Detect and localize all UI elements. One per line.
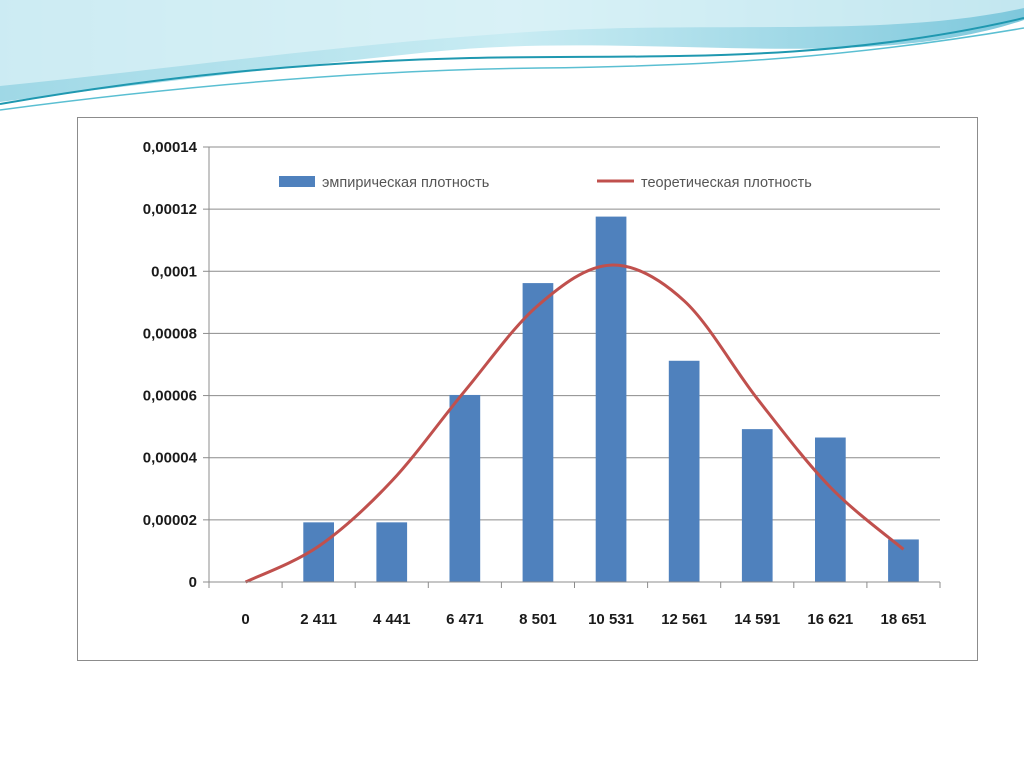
axes <box>208 147 941 588</box>
legend-swatch-empirical <box>279 176 315 187</box>
y-tick-label: 0 <box>189 574 197 591</box>
legend: эмпирическая плотность теоретическая пло… <box>279 175 812 191</box>
x-tick-label: 10 531 <box>588 611 634 628</box>
bar <box>814 437 846 582</box>
bar <box>888 539 919 582</box>
x-tick-label: 2 411 <box>300 611 337 628</box>
bar <box>668 360 700 582</box>
line-layer <box>244 263 905 584</box>
x-tick-label: 4 441 <box>373 611 411 628</box>
y-tick-label: 0,0001 <box>151 263 197 280</box>
gridlines <box>203 146 940 583</box>
bar <box>741 429 773 582</box>
y-tick-label: 0,00004 <box>143 450 198 467</box>
bar <box>449 394 481 582</box>
x-tick-labels: 0 2 411 4 441 6 471 8 501 10 531 12 561 14 591 1… <box>241 611 926 628</box>
x-tick-label: 16 621 <box>807 611 853 628</box>
chart-frame: 0 0,00002 0,00004 0,00006 0,00008 0,0001 0,000… <box>77 117 978 661</box>
x-tick-label: 14 591 <box>734 611 780 628</box>
x-tick-label: 12 561 <box>661 611 707 628</box>
legend-label-empirical: эмпирическая плотность <box>322 175 489 191</box>
x-tick-label: 8 501 <box>519 611 557 628</box>
bar <box>376 522 408 582</box>
bar <box>595 216 627 582</box>
y-tick-label: 0,00008 <box>143 325 197 342</box>
y-tick-label: 0,00002 <box>143 512 197 529</box>
bar <box>522 283 554 582</box>
density-chart: 0 0,00002 0,00004 0,00006 0,00008 0,0001 0,000… <box>143 139 941 628</box>
x-tick-label: 6 471 <box>446 611 484 628</box>
y-tick-label: 0,00006 <box>143 388 197 405</box>
x-tick-label: 0 <box>241 611 249 628</box>
bars-layer <box>303 216 919 582</box>
y-tick-label: 0,00012 <box>143 201 197 218</box>
y-tick-label: 0,00014 <box>143 139 198 156</box>
y-tick-labels: 0 0,00002 0,00004 0,00006 0,00008 0,0001 0,000… <box>143 139 198 591</box>
slide-header-wave <box>0 0 1024 111</box>
legend-label-theoretical: теоретическая плотность <box>641 175 812 191</box>
theoretical-density-line <box>244 263 905 584</box>
x-tick-label: 18 651 <box>881 611 927 628</box>
